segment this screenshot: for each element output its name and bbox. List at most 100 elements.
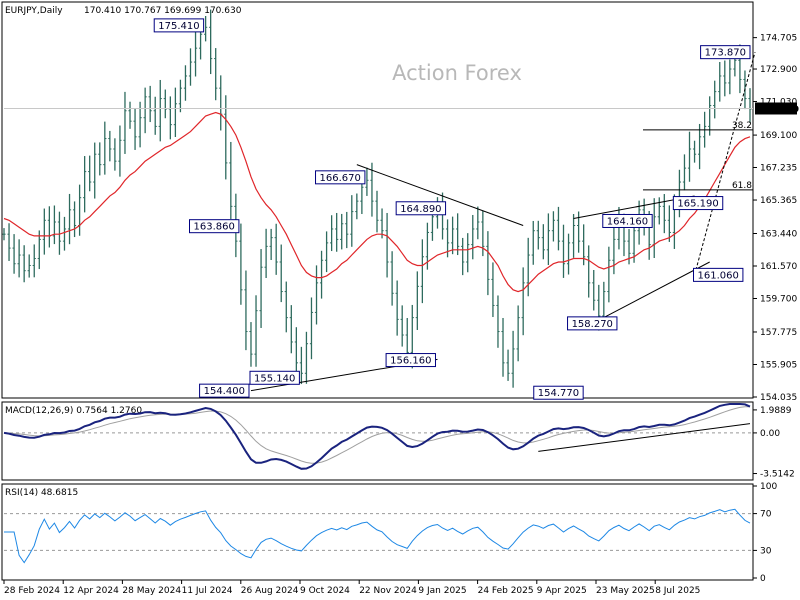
price-bar [471,214,475,260]
price-bar [546,213,550,266]
price-bar [173,87,177,137]
price-annotation-label: 154.770 [538,388,579,399]
price-bar [279,244,283,303]
price-bar [2,228,6,241]
price-bar [128,101,132,129]
price-bar [728,59,732,95]
price-bar [324,231,329,273]
price-bar [118,125,122,177]
price-bar [713,80,717,119]
x-tick-label: 22 Nov 2024 [359,586,417,596]
price-bar [395,280,399,336]
price-bar [123,91,127,154]
fib-level-label: 61.8 [732,181,752,191]
price-bar [662,194,666,234]
macd-line [3,403,751,470]
price-tick-label: 161.570 [760,262,797,272]
price-bar [299,346,303,385]
price-tick-label: 157.775 [760,328,797,338]
price-bar [380,208,384,239]
price-bar [72,201,77,238]
chart-title: EURJPY,Daily [5,6,63,16]
macd-tick-label: -3.5142 [760,470,795,480]
x-tick-label: 11 Jul 2024 [182,586,233,596]
watermark: Action Forex [392,61,522,85]
price-bar [249,322,253,367]
price-bar [294,327,298,379]
price-annotation-box [672,196,724,211]
price-annotation: 161.060 [693,267,744,282]
price-bar [370,162,374,217]
price-bar [491,262,495,318]
price-bar [264,228,268,278]
price-bar [309,297,314,360]
trendline [356,164,524,226]
rsi-tick-label: 100 [760,482,777,492]
price-bar [204,15,208,42]
price-bar [476,206,480,240]
macd-tick-label: 1.9889 [760,406,792,416]
price-annotation-box [700,45,751,60]
price-tick-label: 163.440 [760,229,797,239]
price-bar [244,270,248,351]
price-annotation-label: 166.670 [320,173,361,184]
price-bar [239,223,243,305]
x-tick-label: 28 May 2024 [122,586,181,596]
macd-tick-label: 0.00 [760,429,780,439]
x-tick-label: 23 May 2025 [596,586,655,596]
price-annotation-label: 163.860 [194,222,235,233]
price-bar [274,223,278,275]
price-bar [188,48,193,86]
price-bar [365,167,369,196]
price-bar [461,237,465,276]
x-tick-label: 12 Apr 2024 [63,586,119,596]
price-annotation-box [199,383,250,398]
last-price-label: 170.630 [758,105,799,115]
price-bar [587,245,591,298]
price-bar [314,265,319,325]
price-bar [420,239,424,304]
header-values: 170.410 170.767 169.699 170.630 [84,6,242,16]
price-bar [390,251,394,306]
price-annotation-label: 165.190 [677,199,718,210]
price-bar [37,230,41,270]
price-annotation: 155.140 [249,370,300,385]
price-bar [83,156,87,213]
price-annotation-label: 161.060 [698,270,739,281]
price-tick-label: 165.365 [760,196,797,206]
price-annotation: 175.410 [153,18,205,33]
price-annotation-label: 173.870 [705,48,746,59]
rsi-label: RSI(14) 48.6815 [5,488,78,498]
price-bar [93,142,97,199]
price-bar [158,79,162,142]
price-bar [571,214,576,258]
price-bar [501,317,505,377]
price-bar [496,295,500,348]
price-bar [224,95,228,180]
price-bar [531,220,535,265]
price-bar [355,193,359,220]
price-annotation-box [189,219,240,234]
price-annotation: 156.160 [385,353,436,368]
price-annotation: 154.770 [533,385,584,400]
price-bar [22,245,26,283]
price-bar [148,85,152,123]
price-bar [183,65,188,101]
price-annotation-box [153,18,205,33]
price-tick-label: 155.905 [760,360,797,370]
price-bar [516,305,520,362]
price-bar [67,193,72,245]
price-annotation-label: 154.400 [204,386,245,397]
price-annotation-box [533,385,584,400]
price-tick-label: 154.035 [760,393,797,403]
price-bar [269,228,273,261]
price-bar [98,142,102,176]
fib-level-label: 38.2 [732,121,752,131]
price-annotation: 154.400 [199,383,250,398]
x-tick-label: 24 Feb 2025 [478,586,534,596]
price-annotation-box [315,170,366,185]
price-bar [486,231,490,296]
price-bar [254,295,258,367]
